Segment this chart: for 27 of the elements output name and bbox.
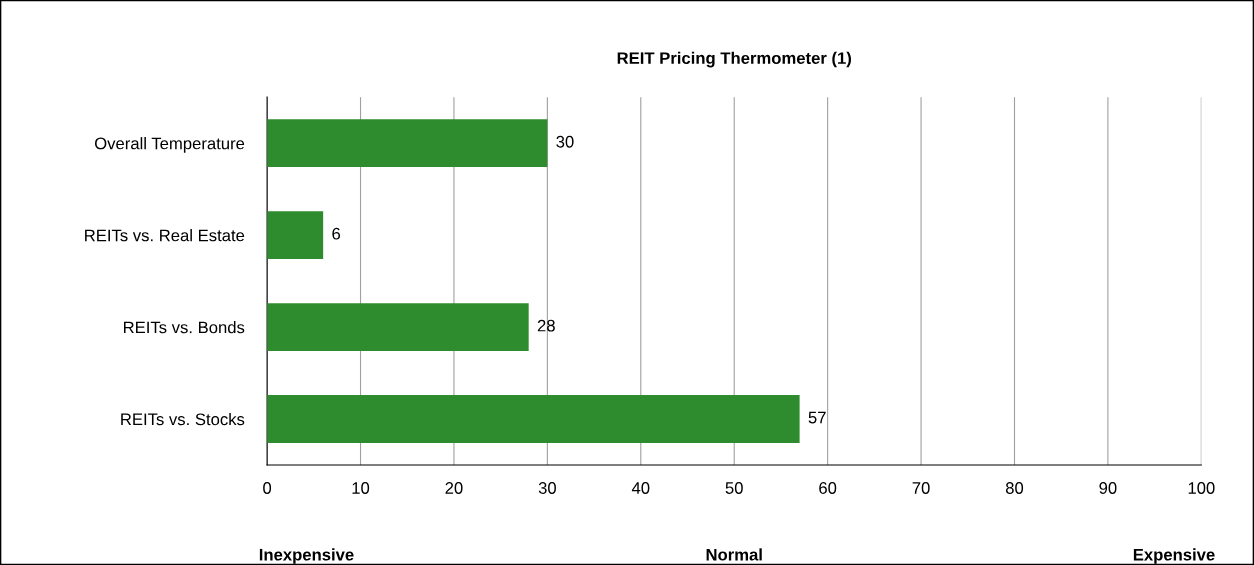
bar xyxy=(267,303,529,351)
data-label: 30 xyxy=(556,135,574,148)
x-tick-label: 0 xyxy=(263,482,272,494)
text: Expensive xyxy=(1133,548,1215,564)
y-tick-label: REITs vs. Bonds xyxy=(123,321,245,334)
y-tick-label: Overall Temperature xyxy=(94,137,245,153)
x-tick-label: 60 xyxy=(819,482,837,494)
x-tick-label: 70 xyxy=(912,482,930,494)
x-tick-label: 80 xyxy=(1005,482,1024,494)
x-tick-label: 50 xyxy=(725,482,743,494)
y-tick-label: REITs vs. Real Estate xyxy=(85,229,245,242)
x-tick-label: 30 xyxy=(538,482,556,494)
x-tick-label: 10 xyxy=(352,482,370,494)
bar xyxy=(267,211,324,260)
bar xyxy=(267,395,800,443)
x-tick-label: 40 xyxy=(631,482,650,494)
data-label: 28 xyxy=(537,319,555,332)
text: Normal xyxy=(706,548,762,561)
data-label: 57 xyxy=(808,411,826,424)
x-tick-label: 90 xyxy=(1099,482,1117,494)
bar xyxy=(267,119,548,168)
text: Inexpensive xyxy=(259,548,354,564)
x-tick-label: 100 xyxy=(1188,482,1215,494)
x-tick-label: 20 xyxy=(445,482,463,494)
chart-title: REIT Pricing Thermometer (1) xyxy=(617,51,852,68)
data-label: 6 xyxy=(332,227,341,240)
y-tick-label: REITs vs. Stocks xyxy=(121,412,245,426)
